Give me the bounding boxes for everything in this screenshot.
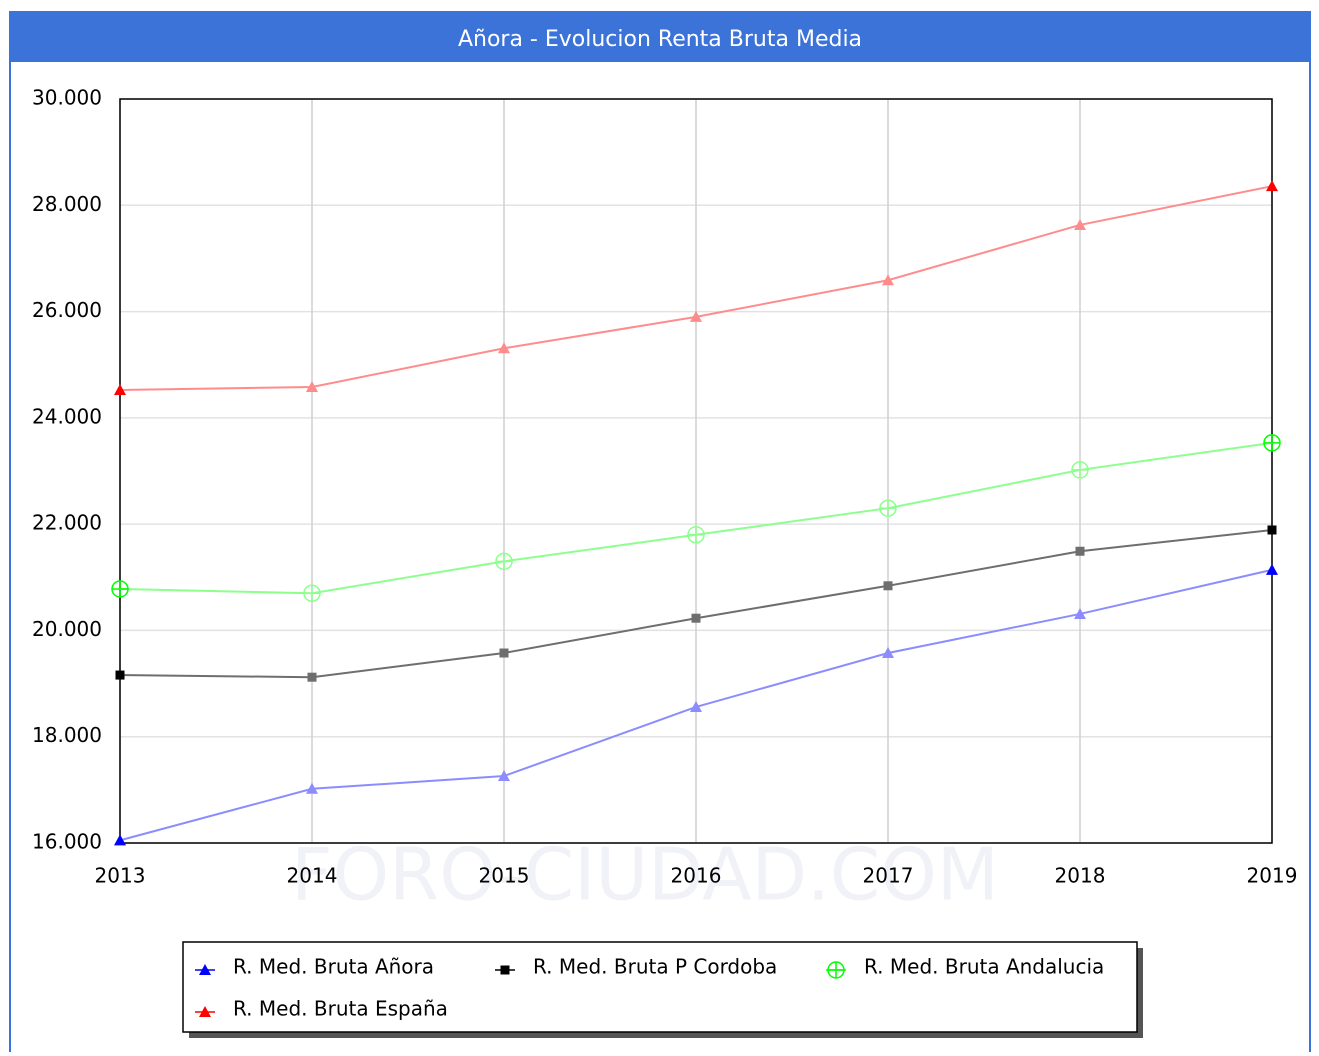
legend-marker [199,1006,211,1017]
y-tick-label: 26.000 [32,298,102,322]
data-point [882,647,894,659]
data-point [498,770,510,782]
y-tick-label: 24.000 [32,404,102,428]
x-tick-label: 2015 [479,864,530,888]
data-point [690,700,702,712]
y-tick-label: 16.000 [32,830,102,854]
frame [9,11,1311,1056]
legend-marker [199,964,211,975]
legend-marker [827,961,845,979]
plot-border [119,98,1273,844]
legend-label: R. Med. Bruta Añora [233,955,434,979]
y-tick-label: 22.000 [32,511,102,535]
data-point [498,342,510,354]
chart-title: Añora - Evolucion Renta Bruta Media [458,27,862,52]
x-tick-label: 2019 [1247,864,1298,888]
data-point [1266,563,1278,575]
x-tick-label: 2017 [863,864,914,888]
data-point [306,381,318,393]
data-point [882,274,894,286]
data-point [1074,218,1086,230]
legend-label: R. Med. Bruta Andalucia [864,955,1104,979]
data-point [1075,546,1085,556]
data-point [495,552,513,571]
y-tick-label: 18.000 [32,723,102,747]
data-point [879,499,897,517]
legend-label: R. Med. Bruta España [233,997,448,1021]
data-point [307,672,317,682]
y-tick-label: 30.000 [32,86,102,110]
data-point [111,580,129,598]
data-point [1074,607,1086,619]
data-point [306,782,318,794]
legend-marker [500,965,510,975]
x-tick-label: 2016 [671,864,722,888]
x-tick-label: 2013 [95,864,146,888]
y-tick-label: 20.000 [32,617,102,641]
legend-label: R. Med. Bruta P Cordoba [533,955,777,979]
watermark: FORO-CIUDAD.COM [291,833,999,917]
data-point [499,648,509,658]
data-point [114,834,126,846]
legend [182,941,1138,1033]
data-point [1071,461,1089,479]
data-point [883,581,893,591]
data-point [1267,525,1277,535]
data-point [687,526,705,544]
y-tick-label: 28.000 [32,192,102,216]
x-tick-label: 2014 [287,864,338,888]
data-point [690,310,702,322]
data-point [1266,180,1278,192]
data-point [303,584,321,602]
data-point [691,613,701,623]
data-point [1263,434,1281,452]
header [10,12,1310,62]
data-point [115,670,125,680]
x-tick-label: 2018 [1055,864,1106,888]
data-point [114,383,126,395]
